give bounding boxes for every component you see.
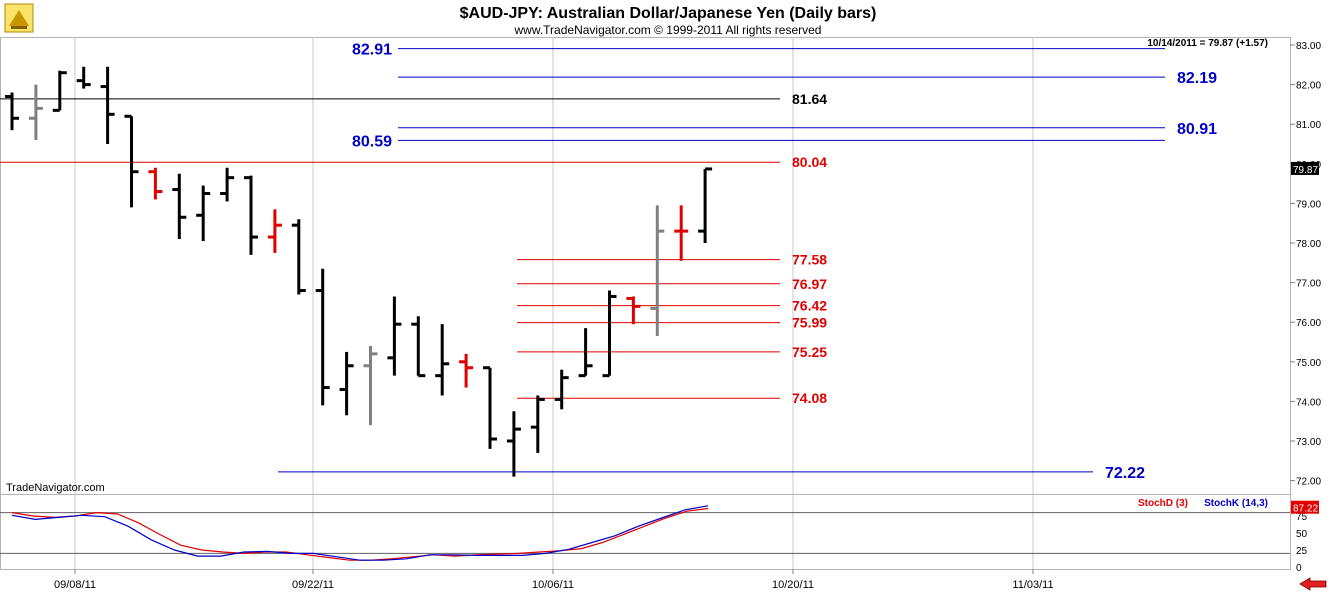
ohlc-bar [578,328,593,378]
ohlc-bar [650,205,665,337]
last-price-label: 79.87 [1293,165,1318,176]
price-tick-label: 78.00 [1296,239,1321,250]
stoch-panel-frame [0,494,1291,570]
price-bars [5,66,713,477]
date-tick-label: 10/20/11 [772,579,814,591]
legend-stochd: StochD (3) [1138,498,1188,509]
ohlc-bar [220,167,235,202]
ohlc-bar [148,167,163,200]
trade-navigator-logo[interactable] [4,3,34,33]
level-label: 75.99 [792,315,827,331]
price-tick-label: 75.00 [1296,358,1321,369]
chart-title: $AUD-JPY: Australian Dollar/Japanese Yen… [460,5,877,22]
level-label: 81.64 [792,91,827,107]
scroll-left-arrow-icon[interactable] [1299,577,1327,591]
level-label: 72.22 [1105,465,1145,482]
date-tick-label: 11/03/11 [1012,579,1053,591]
level-label: 80.04 [792,154,827,170]
ohlc-bar [459,353,474,388]
ohlc-bar [291,219,306,295]
ohlc-bar [506,411,521,477]
level-label: 80.59 [352,133,392,150]
date-axis: 09/08/11 09/22/11 10/06/11 10/20/11 11/03/11 [54,569,1054,591]
level-label: 76.97 [792,276,827,292]
ohlc-bar [196,185,211,242]
ohlc-bar [363,345,378,426]
ohlc-bar [530,395,545,453]
ohlc-bar [52,70,67,112]
ohlc-bar [267,209,282,253]
price-panel-frame [0,37,1291,495]
ohlc-bar [483,366,497,449]
ohlc-bar [626,296,641,325]
ohlc-bar [698,167,713,243]
ohlc-bar [411,316,426,378]
stochastic-panel: 0 25 50 75 StochD (3) StochK (14,3) 87.22 [0,498,1319,574]
grid-lines [74,37,1295,569]
price-tick-label: 83.00 [1296,41,1321,52]
stoch-tick-label: 50 [1296,529,1308,540]
stoch-series-line [11,505,709,561]
ohlc-bar [172,173,187,240]
ohlc-bar [5,92,19,131]
copyright-text: www.TradeNavigator.com © 1999-2011 All r… [514,23,822,37]
ohlc-bar [674,205,689,261]
ohlc-bar [435,324,450,396]
ohlc-bar [339,351,354,416]
level-label: 75.25 [792,344,827,360]
ohlc-bar [100,66,115,144]
level-label: 77.58 [792,252,827,268]
stoch-tick-label: 0 [1296,563,1302,574]
legend-stochk: StochK (14,3) [1204,498,1268,509]
level-label: 74.08 [792,390,827,406]
watermark: TradeNavigator.com [6,482,105,494]
ohlc-bar [124,114,139,208]
price-tick-label: 72.00 [1296,477,1321,488]
ohlc-bar [244,175,258,255]
ohlc-bar [387,296,402,376]
last-price-marker [1291,161,1319,175]
stoch-last-label: 87.22 [1293,504,1318,515]
price-tick-label: 73.00 [1296,437,1321,448]
price-tick-label: 81.00 [1296,120,1321,131]
date-tick-label: 09/08/11 [54,579,96,591]
ohlc-bar [76,66,91,89]
last-price-readout: 10/14/2011 = 79.87 (+1.57) [1147,38,1268,49]
level-label: 82.19 [1177,70,1217,87]
price-tick-label: 82.00 [1296,81,1321,92]
price-axis: 72.00 73.00 74.00 75.00 76.00 77.00 78.00 79.00… [1291,41,1321,488]
level-label: 76.42 [792,298,827,314]
price-tick-label: 76.00 [1296,318,1321,329]
price-tick-label: 74.00 [1296,397,1321,408]
date-tick-label: 10/06/11 [532,579,574,591]
price-tick-label: 77.00 [1296,279,1321,290]
support-resistance-levels: 82.91 82.19 81.64 80.91 80.59 80.04 77.58 76.97… [0,42,1217,482]
stoch-tick-label: 25 [1296,546,1308,557]
ohlc-bar [602,290,617,378]
ohlc-bar [28,84,43,141]
level-label: 82.91 [352,42,392,59]
date-tick-label: 09/22/11 [292,579,334,591]
stoch-tick-label: 75 [1296,512,1308,523]
ohlc-bar [554,369,569,410]
price-tick-label: 79.00 [1296,199,1321,210]
ohlc-bar [315,268,330,406]
level-label: 80.91 [1177,121,1217,138]
stoch-series-line [11,507,709,561]
stoch-last-marker [1291,500,1319,514]
